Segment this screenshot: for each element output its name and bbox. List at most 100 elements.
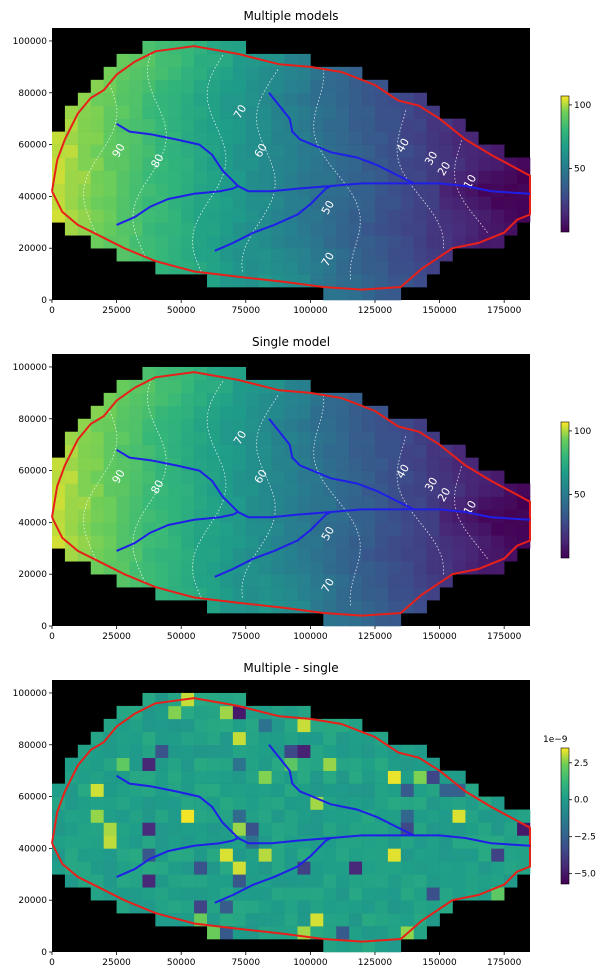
heatmap-cell [491, 848, 505, 862]
heatmap-cell [297, 587, 311, 601]
heatmap-cell [271, 770, 285, 784]
heatmap-cell [349, 561, 363, 575]
heatmap-cell [323, 744, 337, 759]
heatmap-cell [310, 66, 324, 81]
heatmap-cell [271, 457, 285, 471]
heatmap-cell [245, 783, 259, 797]
heatmap-cell [297, 561, 311, 575]
heatmap-cell [181, 561, 195, 575]
heatmap-cell [310, 79, 324, 94]
heatmap-cell [181, 861, 195, 875]
heatmap-cell [155, 770, 169, 784]
heatmap-cell [194, 196, 208, 210]
heatmap-cell [194, 79, 208, 94]
heatmap-cell [323, 731, 337, 746]
heatmap-cell [323, 248, 337, 262]
colorbar-tick-label: 2.5 [574, 759, 588, 769]
heatmap-cell [77, 822, 92, 836]
heatmap-cell [310, 418, 324, 433]
heatmap-cell [504, 509, 518, 523]
heatmap-cell [232, 744, 247, 759]
heatmap-cell [323, 522, 337, 536]
heatmap-cell [517, 509, 531, 523]
heatmap-cell [219, 848, 234, 862]
heatmap-cell [90, 170, 104, 184]
heatmap-cell [413, 131, 427, 145]
heatmap-cell [271, 170, 285, 184]
heatmap-cell [517, 835, 531, 849]
heatmap-cell [64, 209, 79, 223]
heatmap-cell [52, 783, 66, 797]
heatmap-cell [374, 79, 389, 94]
heatmap-cell [116, 248, 130, 262]
heatmap-cell [232, 170, 247, 184]
heatmap-cell [323, 874, 337, 888]
heatmap-cell [129, 444, 143, 458]
heatmap-cell [245, 483, 259, 497]
heatmap-cell [336, 548, 350, 562]
heatmap-cell [142, 444, 156, 458]
heatmap-cell [336, 79, 350, 94]
heatmap-cell [349, 509, 363, 523]
heatmap-cell [387, 470, 402, 484]
heatmap-cell [310, 913, 324, 927]
heatmap-cell [271, 261, 285, 275]
heatmap-cell [387, 222, 402, 236]
heatmap-cell [504, 861, 518, 875]
heatmap-cell [232, 261, 247, 275]
heatmap-cell [349, 131, 363, 145]
heatmap-cell [116, 705, 130, 720]
stream-line [116, 837, 239, 878]
heatmap-cell [387, 509, 402, 523]
heatmap-cell [374, 744, 389, 759]
heatmap-cell [387, 848, 402, 862]
heatmap-cell [219, 913, 234, 927]
heatmap-cell [452, 496, 466, 510]
heatmap-cell [219, 131, 234, 145]
heatmap-cell [362, 548, 376, 562]
heatmap-cell [413, 118, 427, 132]
heatmap-cell [323, 861, 337, 875]
heatmap-cell [194, 574, 208, 588]
heatmap-cell [103, 79, 117, 94]
heatmap-cell [336, 809, 350, 823]
heatmap-cell [64, 535, 79, 549]
heatmap-cell [426, 535, 440, 549]
heatmap-cell [336, 874, 350, 888]
heatmap-cell [362, 900, 376, 914]
heatmap-cell [271, 913, 285, 927]
heatmap-cell [142, 470, 156, 484]
heatmap-cell [374, 783, 389, 797]
heatmap-cell [232, 522, 247, 536]
heatmap-cell [219, 144, 234, 158]
heatmap-cell [349, 222, 363, 236]
heatmap-cell [439, 835, 453, 849]
heatmap-cell [232, 496, 247, 510]
heatmap-cell [194, 705, 208, 720]
heatmap-cell [258, 79, 272, 94]
heatmap-cell [155, 887, 169, 901]
y-tick-label: 60000 [18, 467, 47, 477]
heatmap-cell [349, 822, 363, 836]
heatmap-cell [400, 913, 415, 927]
heatmap-cell [168, 900, 182, 914]
heatmap-cell [387, 287, 402, 301]
heatmap-cell [336, 939, 350, 953]
heatmap-cell [258, 900, 272, 914]
heatmap-cell [362, 744, 376, 759]
heatmap-cell [116, 131, 130, 145]
heatmap-cell [426, 574, 440, 588]
heatmap-cell [452, 796, 466, 810]
heatmap-cell [362, 274, 376, 288]
heatmap-cell [194, 392, 208, 407]
heatmap-cell [465, 796, 479, 810]
heatmap-cell [103, 809, 117, 823]
heatmap-cell [374, 535, 389, 549]
heatmap-cell [155, 40, 169, 55]
heatmap-cell [258, 392, 272, 407]
heatmap-cell [219, 92, 234, 107]
contour-label: 40 [394, 136, 412, 155]
heatmap-cell [258, 757, 272, 771]
heatmap-cell [142, 392, 156, 407]
